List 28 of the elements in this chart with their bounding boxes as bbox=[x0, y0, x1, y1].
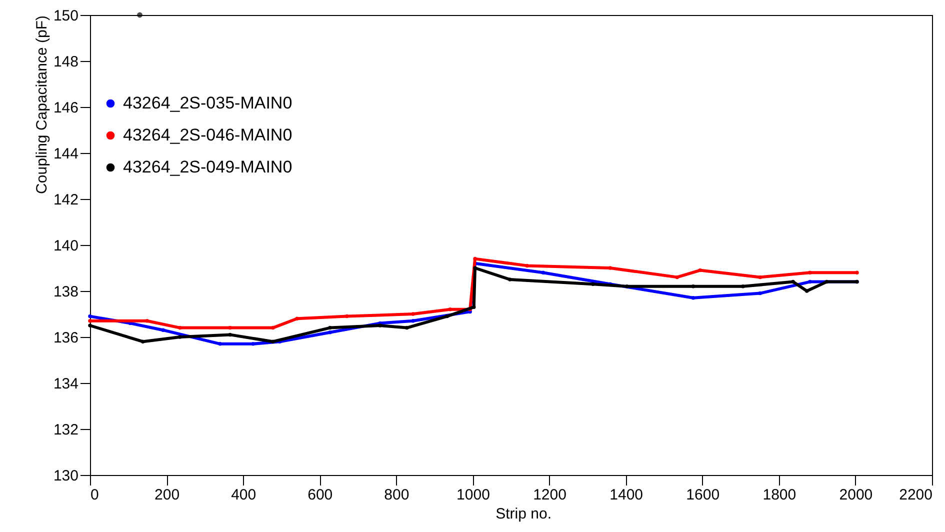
y-tick-label: 136 bbox=[53, 330, 78, 346]
x-axis-title: Strip no. bbox=[496, 506, 552, 522]
y-tick-label: 146 bbox=[53, 100, 78, 116]
x-tick-label: 800 bbox=[384, 486, 410, 504]
x-tick-label: 1600 bbox=[686, 486, 720, 504]
x-tick-label: 600 bbox=[308, 486, 333, 504]
y-tick-label: 142 bbox=[53, 192, 78, 208]
y-tick-label: 130 bbox=[53, 468, 78, 484]
y-tick-label: 150 bbox=[53, 8, 78, 24]
legend-label: 43264_2S-046-MAIN0 bbox=[123, 126, 292, 144]
x-tick-label: 400 bbox=[231, 486, 256, 504]
legend-label: 43264_2S-035-MAIN0 bbox=[123, 94, 292, 112]
legend-label: 43264_2S-049-MAIN0 bbox=[123, 158, 292, 176]
x-tick-label: 2000 bbox=[839, 486, 873, 504]
x-tick-label: 1000 bbox=[456, 486, 490, 504]
x-tick-label: 1200 bbox=[533, 486, 566, 504]
y-tick-label: 144 bbox=[53, 146, 78, 162]
y-tick-label: 132 bbox=[53, 422, 78, 438]
y-tick-label: 134 bbox=[53, 376, 78, 392]
x-tick-label: 2200 bbox=[899, 486, 932, 504]
x-tick-label: 1800 bbox=[762, 486, 796, 504]
x-tick-label: 0 bbox=[90, 486, 99, 504]
x-tick-label: 1400 bbox=[610, 486, 644, 504]
y-tick-label: 138 bbox=[53, 284, 78, 300]
y-tick-label: 140 bbox=[53, 238, 78, 254]
y-tick-label: 148 bbox=[53, 54, 78, 70]
x-tick-label: 200 bbox=[154, 486, 180, 504]
y-axis-title: Coupling Capacitance (pF) bbox=[33, 16, 50, 194]
